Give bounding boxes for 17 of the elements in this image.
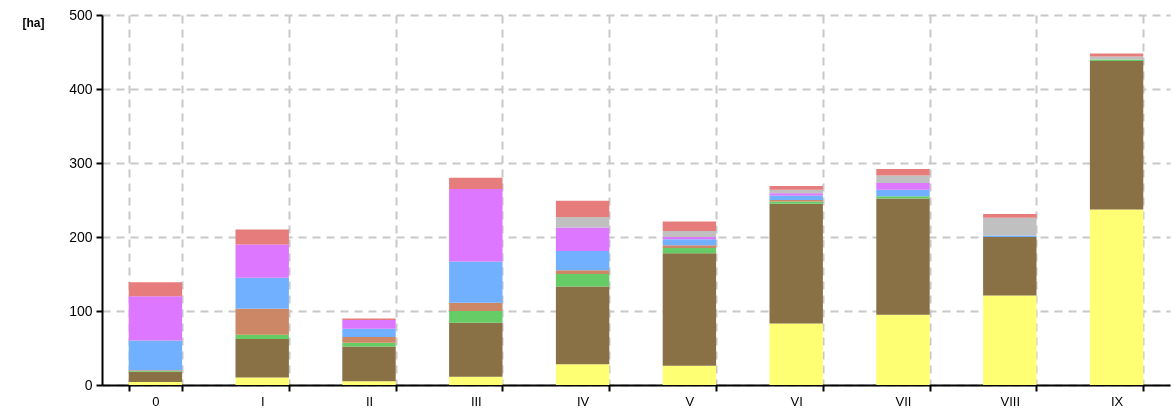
x-tick-label: I <box>260 393 265 409</box>
x-tick-label: VII <box>895 393 912 409</box>
y-tick-label: 200 <box>69 228 93 245</box>
y-tick-label: 400 <box>69 80 93 97</box>
x-tick-label: IV <box>576 393 590 409</box>
x-tick-label: V <box>685 393 695 409</box>
y-tick-label: 500 <box>69 6 93 23</box>
x-tick-label: VI <box>790 393 803 409</box>
x-tick-label: III <box>470 393 482 409</box>
y-tick-label: 100 <box>69 302 93 319</box>
x-tick-label: 0 <box>152 393 160 409</box>
x-tick-label: IX <box>1110 393 1124 409</box>
y-tick-label: 300 <box>69 154 93 171</box>
x-tick-label: II <box>365 393 374 409</box>
y-axis-title: [ha] <box>22 15 45 30</box>
y-tick-label: 0 <box>84 376 93 393</box>
x-tick-label: VIII <box>1000 393 1021 409</box>
